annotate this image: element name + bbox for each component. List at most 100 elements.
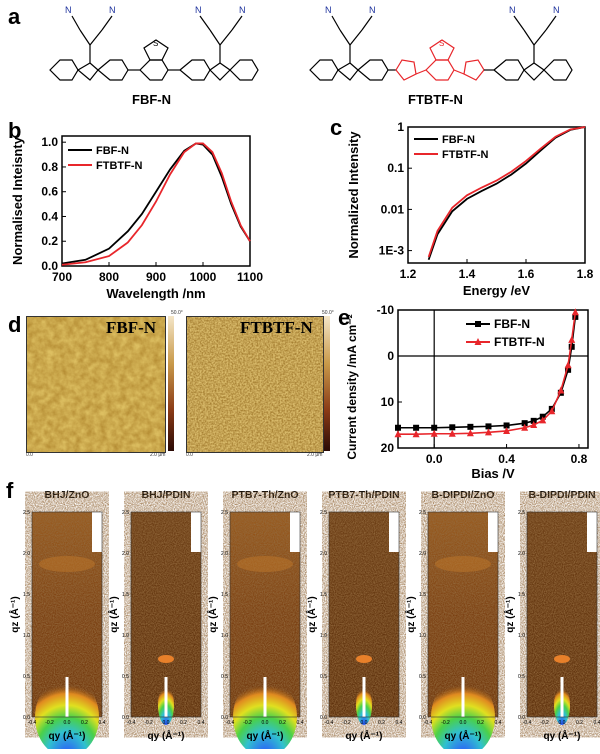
ftbtf-n-label: FTBTF-N <box>408 92 463 107</box>
marker-e <box>568 335 576 343</box>
giwaxs-mask-2 <box>290 512 300 552</box>
panel-label-f: f <box>6 478 14 503</box>
x-tick-label-c: 1.4 <box>459 267 476 281</box>
giwaxs-title-0: BHJ/ZnO <box>45 489 90 501</box>
chart-e: 0.0 0.4 0.8 -10 0 10 20 Bias /V Current density … <box>345 303 589 480</box>
qy-axis-label: qy (Å⁻¹) <box>445 729 482 742</box>
giwaxs-beamstop-1 <box>164 677 168 717</box>
qy-tick-label: 0.2 <box>279 720 286 726</box>
marker-e <box>503 422 510 429</box>
marker-e <box>521 420 528 427</box>
qz-tick-label: 1.5 <box>122 592 129 598</box>
qy-tick-label: -0.2 <box>45 720 54 726</box>
marker-e <box>503 426 511 434</box>
qz-tick-label: 1.5 <box>23 592 30 598</box>
legend-label-e: FBF-N <box>494 317 530 331</box>
panel-label-d: d <box>8 312 22 337</box>
qy-tick-label: -0.2 <box>441 720 450 726</box>
giwaxs-frame-1 <box>130 511 202 718</box>
legend-label-e: FTBTF-N <box>494 335 545 349</box>
qy-tick-label: 0.0 <box>262 720 269 726</box>
giwaxs-band-4 <box>435 556 491 572</box>
qz-tick-label: 2.0 <box>419 551 426 557</box>
marker-e <box>395 424 401 431</box>
afm-colorbar-right <box>324 316 330 451</box>
atom-n-3: N <box>195 5 202 15</box>
series-line-b-1 <box>61 142 251 266</box>
series-line-c-1 <box>427 126 586 258</box>
qz-tick-label: 1.5 <box>419 592 426 598</box>
qz-tick-label: 0.0 <box>122 715 129 721</box>
qz-tick-label: 0.0 <box>23 715 30 721</box>
qz-tick-label: 2.5 <box>221 510 228 516</box>
atom-n-7: N <box>509 5 516 15</box>
marker-e <box>485 423 492 430</box>
afm-colorbar-left <box>168 316 174 451</box>
legend-label-b: FTBTF-N <box>96 160 142 172</box>
atom-s-right: S <box>439 39 444 48</box>
qy-tick-label: -0.2 <box>540 720 549 726</box>
qz-tick-label: 1.0 <box>518 633 525 639</box>
qy-tick-label: -0.2 <box>342 720 351 726</box>
qz-tick-label: 2.5 <box>518 510 525 516</box>
qz-tick-label: 1.0 <box>320 633 327 639</box>
legend-marker-e <box>475 321 481 327</box>
qy-tick-label: 0.2 <box>477 720 484 726</box>
qy-tick-label: -0.4 <box>523 720 532 726</box>
qy-tick-label: 0.2 <box>576 720 583 726</box>
qy-tick-label: 0.0 <box>460 720 467 726</box>
panel-label-a: a <box>8 4 21 29</box>
marker-e <box>565 366 572 373</box>
plot-frame-e <box>397 309 589 449</box>
marker-e <box>430 429 438 437</box>
y-tick-label-b: 0.2 <box>41 234 58 248</box>
qy-tick-label: -0.2 <box>243 720 252 726</box>
qz-axis-label: qz (Å⁻¹) <box>8 596 21 632</box>
atom-n-4: N <box>239 5 246 15</box>
marker-e <box>568 343 575 350</box>
giwaxs-beamstop-5 <box>560 677 564 717</box>
qz-tick-label: 1.5 <box>320 592 327 598</box>
atom-s-left: S <box>153 39 158 48</box>
giwaxs-mask-4 <box>488 512 498 552</box>
qy-tick-label: 0.2 <box>180 720 187 726</box>
qz-tick-label: 2.0 <box>23 551 30 557</box>
giwaxs-title-3: PTB7-Th/PDIN <box>328 489 399 501</box>
qz-tick-label: 0.5 <box>518 674 525 680</box>
giwaxs-beamstop-3 <box>362 677 366 717</box>
qz-tick-label: 2.5 <box>23 510 30 516</box>
qy-tick-label: 0.4 <box>198 720 205 726</box>
marker-e <box>484 428 492 436</box>
giwaxs-beamstop-0 <box>65 677 69 717</box>
x-tick-label-c: 1.2 <box>400 267 417 281</box>
qz-tick-label: 2.5 <box>419 510 426 516</box>
qy-tick-label: -0.4 <box>424 720 433 726</box>
panel-label-c: c <box>330 115 343 140</box>
giwaxs-peak-3 <box>356 655 372 663</box>
y-tick-label-b: 0.6 <box>41 185 58 199</box>
afm-axis-start-left: 0.0 <box>26 452 33 458</box>
qy-axis-label: qy (Å⁻¹) <box>247 729 284 742</box>
y-axis-label-b: Normalised Inteisnty <box>10 136 25 265</box>
giwaxs-mask-0 <box>92 512 102 552</box>
qy-tick-label: 0.4 <box>297 720 304 726</box>
x-tick-label-c: 1.6 <box>518 267 535 281</box>
qy-tick-label: -0.4 <box>127 720 136 726</box>
marker-e <box>466 429 474 437</box>
qz-tick-label: 2.5 <box>122 510 129 516</box>
series-line-c-0 <box>427 126 586 261</box>
y-tick-label-b: 0.8 <box>41 160 58 174</box>
marker-e <box>394 430 402 438</box>
y-tick-label-b: 1.0 <box>41 135 58 149</box>
qy-tick-label: 0.4 <box>594 720 600 726</box>
afm-label-ftbtf-n: FTBTF-N <box>240 318 313 337</box>
qy-tick-label: -0.4 <box>28 720 37 726</box>
afm-axis-end-right: 2.0 μm <box>307 452 323 458</box>
marker-e <box>521 423 529 431</box>
giwaxs-title-1: BHJ/PDIN <box>141 489 190 501</box>
afm-image-ftbtf-n <box>186 316 324 453</box>
x-axis-label-b: Wavelength /nm <box>106 286 205 301</box>
marker-e <box>539 416 547 424</box>
giwaxs-mask-1 <box>191 512 201 552</box>
